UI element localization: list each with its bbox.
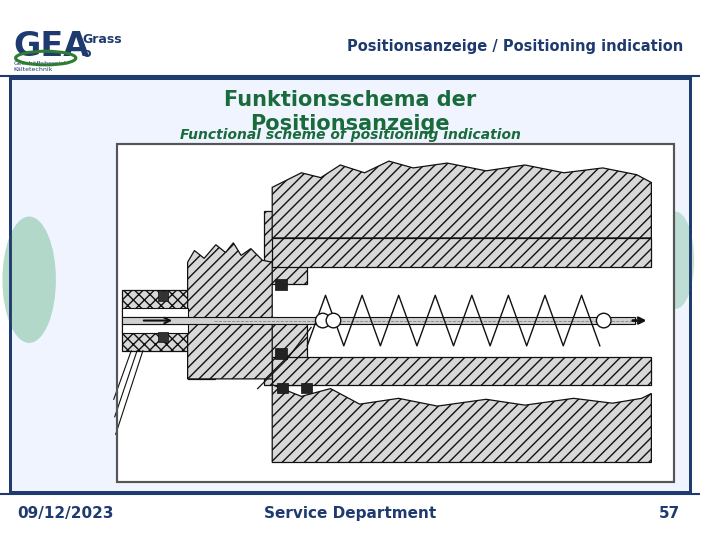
Polygon shape <box>188 243 272 379</box>
Circle shape <box>315 313 330 328</box>
Circle shape <box>326 313 341 328</box>
Bar <box>122 325 188 333</box>
Bar <box>158 292 168 301</box>
Bar <box>275 348 287 360</box>
Bar <box>188 262 215 379</box>
Bar <box>158 332 168 342</box>
Bar <box>277 383 288 394</box>
Bar <box>275 279 287 291</box>
Text: Functional scheme of positioning indication: Functional scheme of positioning indicat… <box>179 128 521 142</box>
Text: 57: 57 <box>660 505 680 521</box>
Circle shape <box>596 313 611 328</box>
Bar <box>264 211 307 284</box>
Text: Kältetechnik: Kältetechnik <box>14 67 53 72</box>
Bar <box>122 308 188 316</box>
Ellipse shape <box>2 217 56 343</box>
Text: Positionsanzeige / Positioning indication: Positionsanzeige / Positioning indicatio… <box>347 39 683 54</box>
Bar <box>117 144 674 482</box>
Text: Geschäftsbereich: Geschäftsbereich <box>14 62 68 66</box>
Polygon shape <box>272 161 652 238</box>
Polygon shape <box>272 384 652 462</box>
Text: o: o <box>83 46 91 60</box>
Bar <box>10 78 690 491</box>
Text: Service Department: Service Department <box>264 505 436 521</box>
Text: 09/12/2023: 09/12/2023 <box>17 505 114 521</box>
Text: Grass: Grass <box>83 33 122 46</box>
Text: GEA: GEA <box>14 30 90 63</box>
Bar <box>122 316 635 325</box>
Ellipse shape <box>657 212 694 309</box>
Bar <box>302 383 312 394</box>
Text: Funktionsschema der
Positionsanzeige: Funktionsschema der Positionsanzeige <box>224 90 476 134</box>
Bar <box>272 357 652 384</box>
Bar <box>264 323 307 384</box>
Bar <box>272 238 652 267</box>
Bar <box>10 78 690 491</box>
Bar <box>122 291 188 350</box>
Bar <box>117 144 674 482</box>
